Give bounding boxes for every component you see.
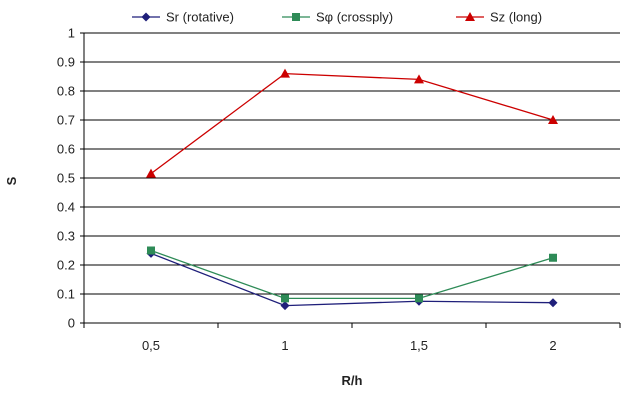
y-tick-label: 0.1 bbox=[57, 287, 75, 302]
legend-item: Sz (long) bbox=[456, 10, 542, 25]
y-tick-label: 1 bbox=[68, 26, 75, 41]
legend-label: Sz (long) bbox=[490, 10, 542, 25]
axes bbox=[80, 32, 621, 328]
series-line bbox=[150, 72, 554, 175]
series-3 bbox=[146, 68, 558, 178]
x-tick-label: 1 bbox=[281, 338, 288, 353]
data-point bbox=[147, 246, 155, 255]
data-point bbox=[549, 253, 557, 262]
x-tick-label: 0,5 bbox=[142, 338, 160, 353]
legend-label: Sr (rotative) bbox=[166, 10, 234, 25]
legend-marker bbox=[292, 13, 300, 21]
y-axis-title: S bbox=[4, 176, 19, 185]
legend-marker bbox=[141, 12, 151, 22]
data-point bbox=[280, 68, 290, 78]
legend-item: Sr (rotative) bbox=[132, 10, 234, 25]
y-tick-label: 0.8 bbox=[57, 84, 75, 99]
y-tick-label: 0.7 bbox=[57, 113, 75, 128]
y-tick-label: 0.9 bbox=[57, 55, 75, 70]
legend-item: Sφ (crossply) bbox=[282, 10, 393, 25]
series-line bbox=[150, 249, 554, 300]
x-tick-label: 1,5 bbox=[410, 338, 428, 353]
series-line bbox=[150, 252, 554, 307]
data-point bbox=[146, 168, 156, 178]
series-group bbox=[146, 68, 558, 311]
series-1 bbox=[146, 248, 558, 311]
grid-lines bbox=[84, 32, 620, 295]
legend-marker bbox=[465, 12, 475, 21]
data-point bbox=[414, 74, 424, 84]
series-2 bbox=[147, 246, 557, 303]
data-point bbox=[415, 294, 423, 303]
y-tick-label: 0 bbox=[68, 316, 75, 331]
y-tick-label: 0.4 bbox=[57, 200, 75, 215]
x-axis-title: R/h bbox=[342, 373, 363, 388]
y-tick-label: 0.3 bbox=[57, 229, 75, 244]
y-tick-labels: 0 0.1 0.2 0.3 0.4 0.5 0.6 0.7 0.8 0.9 1 bbox=[57, 26, 75, 331]
data-point bbox=[281, 294, 289, 303]
x-tick-labels: 0,5 1 1,5 2 bbox=[142, 338, 557, 353]
legend: Sr (rotative) Sφ (crossply) Sz (long) bbox=[132, 10, 542, 25]
x-tick-label: 2 bbox=[549, 338, 556, 353]
data-point bbox=[548, 115, 558, 124]
y-tick-label: 0.5 bbox=[57, 171, 75, 186]
y-tick-label: 0.6 bbox=[57, 142, 75, 157]
y-tick-label: 0.2 bbox=[57, 258, 75, 273]
data-point bbox=[548, 298, 558, 308]
data-point bbox=[280, 301, 290, 311]
legend-label: Sφ (crossply) bbox=[316, 10, 393, 25]
